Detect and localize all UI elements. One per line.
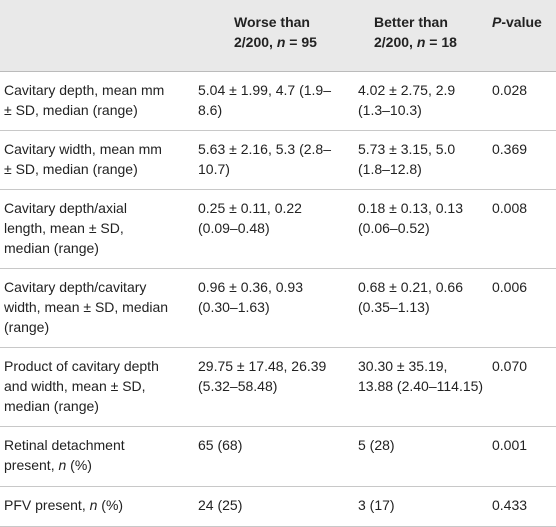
table-cell: 0.68 ± 0.21, 0.66 (0.35–1.13)	[358, 278, 463, 315]
table-cell: 0.25 ± 0.11, 0.22 (0.09–0.48)	[198, 199, 302, 236]
table-row: Cavitary depth/axial length, mean ± SD, …	[0, 189, 556, 268]
table-cell: 5.04 ± 1.99, 4.7 (1.9–8.6)	[198, 81, 331, 118]
table-cell: 4.02 ± 2.75, 2.9 (1.3–10.3)	[358, 81, 456, 118]
row-label: Retinal detachment present, n (%)	[0, 426, 184, 486]
table-cell: 0.433	[492, 496, 528, 513]
text-segment: P	[492, 14, 502, 30]
header-cell: Better than 2/200, n = 18	[344, 0, 492, 71]
table-row: Cavitary width, mean mm ± SD, median (ra…	[0, 130, 556, 189]
text-segment: n	[58, 456, 67, 473]
table-row: Cavitary depth, mean mm ± SD, median (ra…	[0, 71, 556, 130]
text-segment: = 18	[425, 34, 457, 50]
header-row: Worse than 2/200, n = 95 Better than 2/20…	[0, 0, 556, 71]
text-segment: n	[276, 34, 286, 50]
table-cell: 0.96 ± 0.36, 0.93 (0.30–1.63)	[198, 278, 303, 315]
table-cell: 3 (17)	[358, 496, 395, 513]
table-cell: 0.028	[492, 81, 528, 98]
table-cell: 0.001	[492, 436, 528, 453]
table-cell: 5.73 ± 3.15, 5.0 (1.8–12.8)	[358, 140, 456, 177]
table-cell: 0.369	[492, 140, 528, 157]
header-cell: P-value	[492, 0, 556, 71]
row-label: Cavitary width, mean mm ± SD, median (ra…	[4, 140, 162, 177]
table-cell: 0.070	[492, 357, 528, 374]
row-label: Cavitary depth/cavitary width, mean ± SD…	[4, 278, 169, 335]
row-label: Cavitary depth, mean mm ± SD, median (ra…	[4, 81, 165, 118]
table-cell: 0.006	[492, 278, 528, 295]
table-cell: 24 (25)	[198, 496, 243, 513]
table-row: Product of cavitary depth and width, mea…	[0, 347, 556, 426]
header-cell: Worse than 2/200, n = 95	[184, 0, 344, 71]
table-row: PFV present, n (%) 24 (25) 3 (17) 0.433	[0, 486, 556, 526]
text-segment: Worse than 2/200,	[234, 14, 310, 50]
text-segment: -value	[501, 14, 542, 30]
table-cell: 5 (28)	[358, 436, 395, 453]
table-cell: 29.75 ± 17.48, 26.39 (5.32–58.48)	[198, 357, 327, 394]
table-cell: 30.30 ± 35.19, 13.88 (2.40–114.15)	[358, 357, 484, 394]
table-cell: 5.63 ± 2.16, 5.3 (2.8–10.7)	[198, 140, 331, 177]
table-cell: 0.18 ± 0.13, 0.13 (0.06–0.52)	[358, 199, 463, 236]
row-label: Cavitary depth/axial length, mean ± SD, …	[4, 199, 127, 256]
table-row: Cavitary depth/cavitary width, mean ± SD…	[0, 268, 556, 347]
text-segment: Better than 2/200,	[374, 14, 448, 50]
row-label: Product of cavitary depth and width, mea…	[4, 357, 159, 414]
text-segment: = 95	[285, 34, 317, 50]
text-segment: n	[416, 34, 426, 50]
table-body: Cavitary depth, mean mm ± SD, median (ra…	[0, 71, 556, 526]
table-cell: 65 (68)	[198, 436, 243, 453]
table-cell: 0.008	[492, 199, 528, 216]
text-segment: (%)	[66, 456, 92, 473]
table-row: Retinal detachment present, n (%) 65 (68)…	[0, 426, 556, 486]
text-segment: Retinal detachment present,	[4, 436, 125, 473]
header-cell	[0, 0, 184, 71]
row-label: PFV present, n (%)	[0, 486, 184, 526]
